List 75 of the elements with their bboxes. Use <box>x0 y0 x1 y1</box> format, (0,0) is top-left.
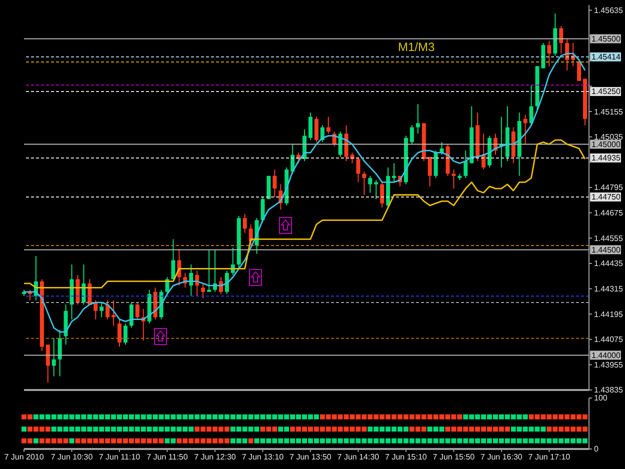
candlestick <box>577 59 582 82</box>
candlestick <box>362 171 366 196</box>
candlestick <box>314 116 318 143</box>
y-tick-label: 1.44075 <box>594 335 624 344</box>
y-tick-label: 1.45635 <box>594 6 624 15</box>
candlestick <box>326 116 330 134</box>
y-tick-label: 1.43835 <box>594 386 624 395</box>
candlestick <box>410 124 414 145</box>
y-tick-label: 1.45035 <box>594 132 624 142</box>
x-tick-label: 7 Jun 15:50 <box>432 452 476 462</box>
candlestick <box>523 114 528 145</box>
candlestick <box>207 249 212 292</box>
x-tick-label: 7 Jun 15:10 <box>385 452 428 462</box>
x-tick-label: 7 Jun 12:30 <box>194 452 236 462</box>
y-tick-label: 1.44675 <box>594 208 624 218</box>
candlestick <box>452 169 456 190</box>
candlestick <box>171 238 176 280</box>
y-tick-label: 1.45155 <box>594 107 624 116</box>
ref-line-label: 1.45500 <box>592 34 621 44</box>
ref-line-label: 1.44935 <box>592 154 621 163</box>
x-tick-label: 7 Jun 16:30 <box>480 452 523 462</box>
candlestick <box>100 302 104 318</box>
y-tick-label: 0 <box>594 444 599 454</box>
candlestick <box>76 274 80 306</box>
candlestick <box>52 338 56 377</box>
x-tick-label: 7 Jun 14:30 <box>337 452 380 462</box>
ref-line-label: 1.45414 <box>592 52 621 62</box>
candlestick <box>464 150 468 178</box>
candlestick <box>308 112 312 141</box>
x-tick-label: 7 Jun 13:10 <box>242 452 284 462</box>
y-tick-label: 1.43955 <box>594 360 624 370</box>
candlestick <box>368 175 372 194</box>
candlestick <box>201 282 206 299</box>
candlestick <box>428 156 432 187</box>
candlestick <box>356 156 360 183</box>
candlestick <box>559 26 564 54</box>
x-tick-label: 7 Jun 2010 <box>4 452 44 462</box>
candlestick <box>46 344 50 384</box>
ref-line-label: 1.44750 <box>592 192 621 202</box>
candlestick <box>434 150 438 178</box>
candlestick <box>260 196 265 223</box>
candlestick <box>547 40 552 67</box>
x-tick-label: 7 Jun 13:50 <box>290 452 332 462</box>
ref-line-label: 1.45000 <box>592 140 621 149</box>
candlestick <box>242 213 247 234</box>
ref-line-label: 1.44500 <box>592 245 621 254</box>
x-tick-label: 7 Jun 11:50 <box>146 452 188 462</box>
candlestick <box>224 270 229 295</box>
candlestick <box>392 162 396 183</box>
y-tick-label: 1.44555 <box>594 234 624 243</box>
x-tick-label: 7 Jun 11:10 <box>98 452 141 462</box>
y-tick-label: 1.44315 <box>594 284 624 294</box>
candlestick <box>123 323 128 346</box>
annotation: M1/M3 <box>398 40 435 54</box>
candlestick <box>380 182 384 208</box>
ref-line-label: 1.44000 <box>592 350 621 360</box>
ref-line-label: 1.45250 <box>592 87 621 96</box>
candlestick <box>374 180 378 200</box>
candlestick <box>118 318 122 348</box>
candlestick <box>129 302 134 328</box>
x-tick-label: 7 Jun 17:10 <box>528 452 571 462</box>
candlestick <box>94 300 98 320</box>
candlestick <box>272 169 277 198</box>
y-tick-label: 1.44195 <box>594 310 624 319</box>
candlestick <box>58 329 62 377</box>
y-tick-label: 1.44795 <box>594 183 624 192</box>
candlestick <box>338 131 342 158</box>
candlestick <box>112 300 116 326</box>
candlestick <box>416 104 420 134</box>
y-tick-label: 1.44435 <box>594 259 624 268</box>
candlestick <box>529 84 534 126</box>
y-tick-label: 100 <box>594 394 608 403</box>
x-tick-label: 7 Jun 10:30 <box>50 452 94 462</box>
candlestick <box>135 302 140 320</box>
candlestick <box>344 124 348 162</box>
